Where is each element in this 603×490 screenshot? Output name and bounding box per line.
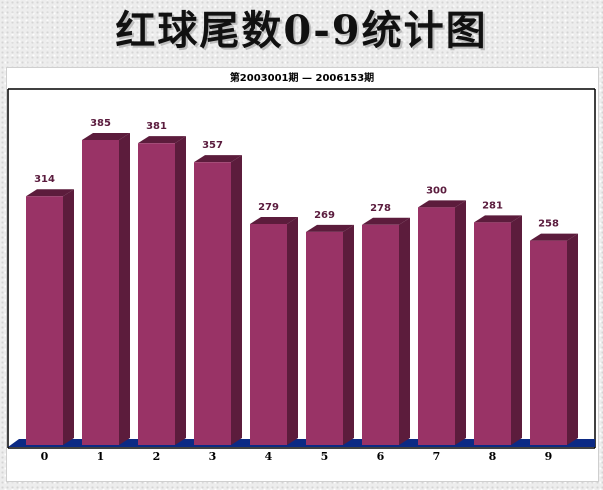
data-label: 300 <box>426 185 447 196</box>
bar-top <box>530 233 578 241</box>
bar <box>26 196 63 445</box>
x-tick-label: 9 <box>545 450 553 463</box>
bar-chart: 第2003001期 — 2006153期 314 0 385 1 381 2 357 3 279… <box>7 71 596 463</box>
data-label: 281 <box>482 200 503 211</box>
bar-top <box>474 215 522 223</box>
bar-top <box>418 200 466 208</box>
x-tick-label: 6 <box>377 450 385 463</box>
bar <box>194 162 231 445</box>
bars-layer: 314 0 385 1 381 2 357 3 279 4 269 5 278 6 300 7 281 8 258 9 <box>7 88 596 463</box>
bar <box>82 140 119 445</box>
data-label: 381 <box>146 121 167 132</box>
bar <box>530 240 567 445</box>
bar-top <box>138 136 186 144</box>
bar <box>418 207 455 445</box>
bar-side <box>399 217 410 445</box>
bar <box>306 231 343 445</box>
bar-side <box>455 200 466 445</box>
bar-side <box>567 233 578 445</box>
x-tick-label: 7 <box>433 450 441 463</box>
bar <box>250 223 287 445</box>
page-title: 红球尾数0-9统计图 <box>115 7 488 54</box>
bar-side <box>63 189 74 445</box>
bar <box>138 143 175 445</box>
x-tick-label: 1 <box>97 450 105 463</box>
bar-side <box>287 216 298 445</box>
data-label: 357 <box>202 140 223 151</box>
data-label: 314 <box>34 174 55 185</box>
data-label: 258 <box>538 219 559 230</box>
x-tick-label: 0 <box>41 450 49 463</box>
x-tick-label: 2 <box>153 450 161 463</box>
bar-top <box>194 155 242 163</box>
x-tick-label: 4 <box>265 450 273 463</box>
x-tick-label: 5 <box>321 450 329 463</box>
data-label: 279 <box>258 202 279 213</box>
chart-panel: 第2003001期 — 2006153期 314 0 385 1 381 2 357 3 279… <box>6 67 599 482</box>
data-label: 278 <box>370 203 391 214</box>
bar-top <box>250 216 298 224</box>
bar <box>362 224 399 445</box>
bar-side <box>343 224 354 445</box>
bar-top <box>306 224 354 232</box>
bar-top <box>362 217 410 225</box>
bar-side <box>511 215 522 445</box>
bar-side <box>119 133 130 445</box>
bar-side <box>175 136 186 445</box>
bar <box>474 222 511 445</box>
bar-top <box>82 133 130 140</box>
chart-title: 第2003001期 — 2006153期 <box>230 71 374 84</box>
data-label: 269 <box>314 210 335 221</box>
x-tick-label: 3 <box>209 450 217 463</box>
bar-top <box>26 189 74 197</box>
bar-side <box>231 155 242 445</box>
x-tick-label: 8 <box>489 450 497 463</box>
data-label: 385 <box>90 118 111 129</box>
